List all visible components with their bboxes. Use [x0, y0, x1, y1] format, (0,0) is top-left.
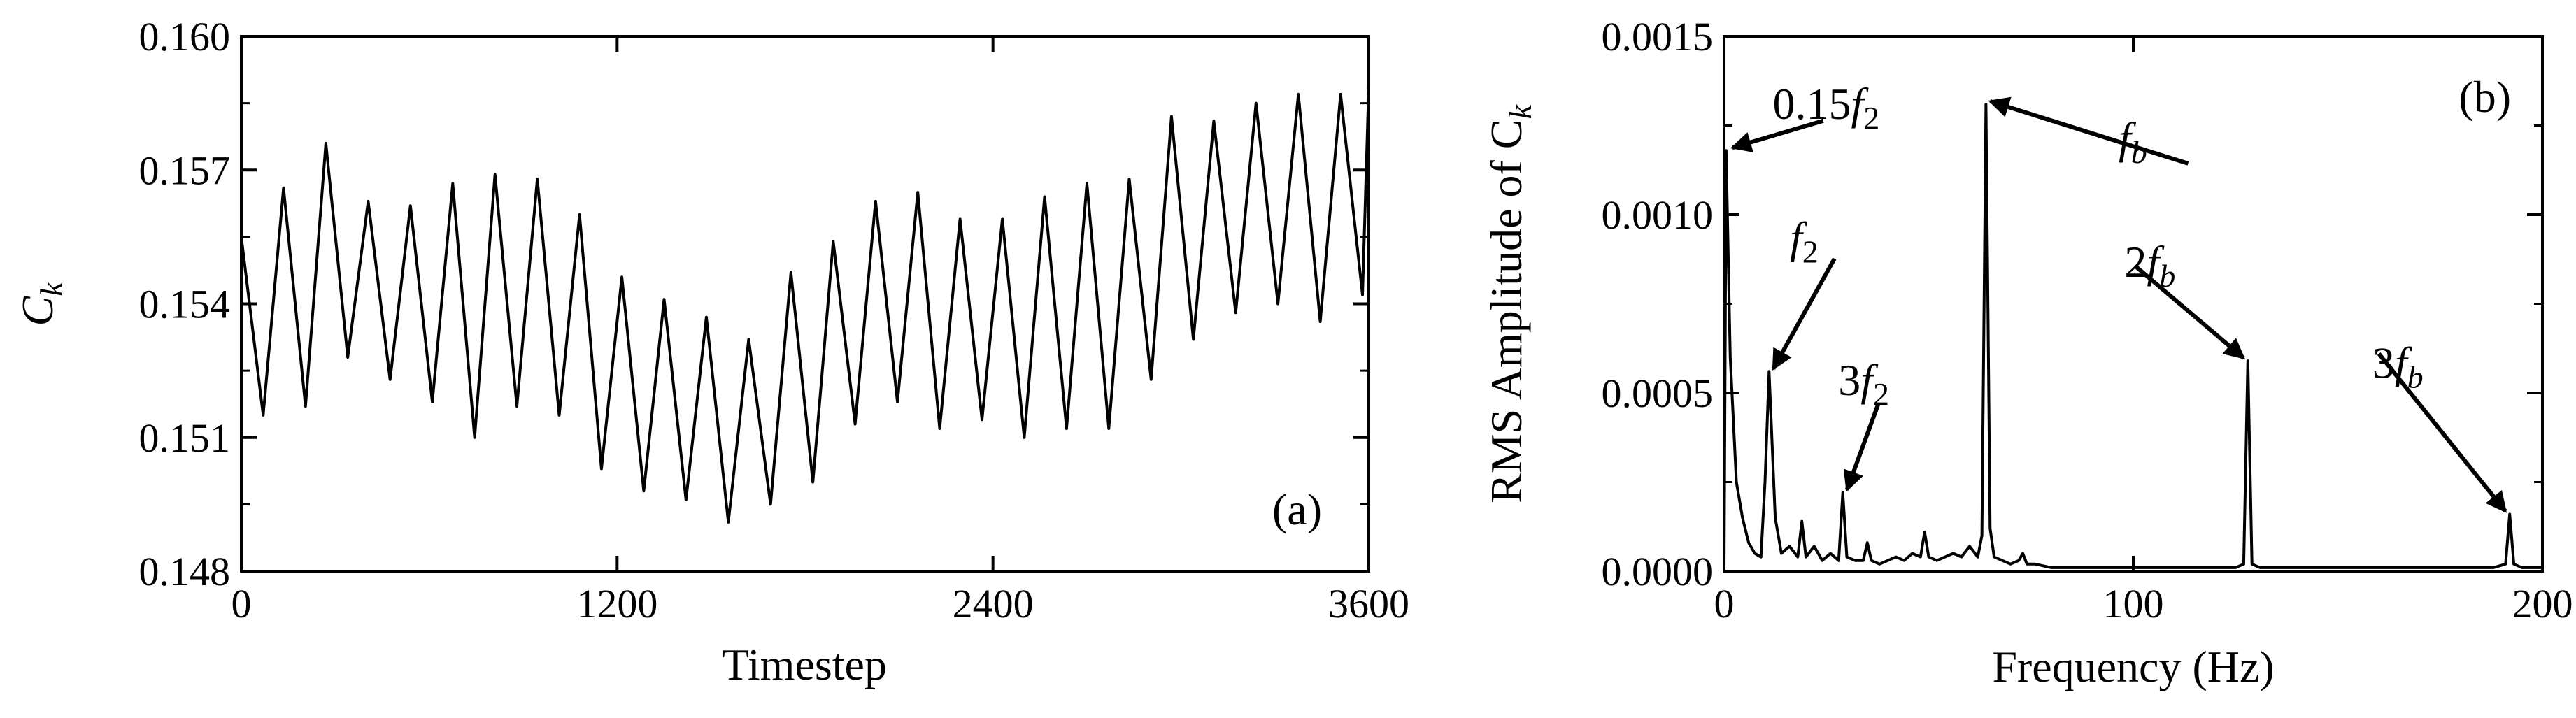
panel-a-ytick-label: 0.157 — [139, 148, 231, 193]
panel-a-ytick-label: 0.148 — [139, 549, 231, 594]
panel-a-ytick-label: 0.151 — [139, 415, 231, 461]
panel-a-xtick-label: 1200 — [576, 581, 657, 626]
panel-b-ytick-label: 0.0000 — [1602, 549, 1714, 594]
panel-a-ck-series-line — [240, 85, 1370, 524]
panel-b: 0 100 200 0.0000 0.0005 0.0010 0.0015 0.15f2 f2… — [1481, 14, 2573, 691]
panel-b-ytick-label: 0.0010 — [1602, 192, 1714, 238]
panel-b-xtick-label: 0 — [1714, 581, 1735, 626]
annotation-label-3f2: 3f2 — [1838, 355, 1889, 412]
annotation-arrow-fb — [1988, 96, 2189, 166]
annotation-label-f2: f2 — [1790, 213, 1819, 269]
panel-b-xtick-label: 100 — [2103, 581, 2164, 626]
panel-a-ytick-label: 0.160 — [139, 14, 231, 59]
panel-a: 0 1200 2400 3600 0.148 0.151 0.154 0.157 0.160 T… — [13, 14, 1409, 689]
annotation-arrow-3fb — [2377, 352, 2507, 513]
panel-a-xtick-label: 2400 — [953, 581, 1034, 626]
panel-a-xlabel: Timestep — [722, 640, 887, 689]
annotation-arrow-0.15f2 — [1730, 118, 1824, 152]
panel-b-tick-labels: 0 100 200 0.0000 0.0005 0.0010 0.0015 — [1602, 14, 2573, 626]
panel-b-label: (b) — [2458, 72, 2511, 122]
panel-a-tick-labels: 0 1200 2400 3600 0.148 0.151 0.154 0.157 0.160 — [139, 14, 1410, 626]
panel-b-xlabel: Frequency (Hz) — [1992, 642, 2274, 691]
panel-b-ytick-label: 0.0015 — [1602, 14, 1714, 59]
annotation-label-0.15f2: 0.15f2 — [1772, 79, 1879, 136]
annotation-label-2fb: 2fb — [2124, 237, 2175, 294]
panel-a-ticks — [240, 35, 1370, 573]
panel-a-ylabel: Ck — [13, 281, 69, 326]
panel-a-plot-frame — [240, 35, 1370, 573]
panel-b-ylabel: RMS Amplitude of Ck — [1481, 104, 1538, 503]
panel-a-xtick-label: 0 — [232, 581, 252, 626]
panel-b-peak-annotations: 0.15f2 f2 3f2 fb 2fb 3fb — [1730, 79, 2507, 513]
panel-a-xtick-label: 3600 — [1328, 581, 1409, 626]
panel-b-spectrum-line — [1723, 102, 2542, 572]
annotation-arrow-2fb — [2133, 264, 2246, 360]
annotation-arrow-f2 — [1771, 257, 1837, 371]
panel-a-ytick-label: 0.154 — [139, 282, 231, 327]
panel-b-xtick-label: 200 — [2512, 581, 2573, 626]
panel-b-ytick-label: 0.0005 — [1602, 371, 1714, 416]
annotation-label-3fb: 3fb — [2372, 338, 2424, 394]
annotation-label-fb: fb — [2119, 113, 2147, 170]
annotation-arrow-3f2 — [1843, 403, 1881, 492]
panel-a-label: (a) — [1272, 484, 1322, 534]
